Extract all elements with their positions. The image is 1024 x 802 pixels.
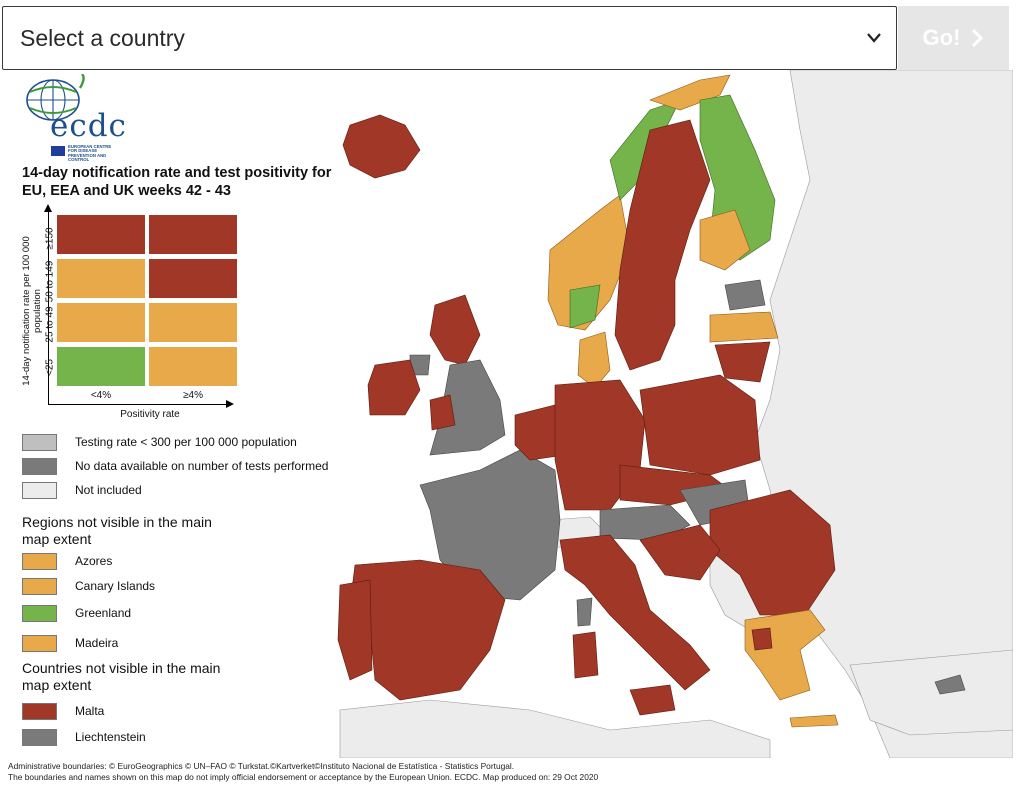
- legend-item-no-data: No data available on number of tests per…: [22, 457, 328, 475]
- legend-item-label: No data available on number of tests per…: [75, 459, 329, 473]
- legend-swatch: [22, 433, 57, 451]
- legend-swatch: [22, 634, 57, 652]
- legend-swatch: [22, 552, 57, 570]
- row-label: <25: [44, 359, 56, 376]
- legend-item-label: Canary Islands: [75, 579, 156, 593]
- legend-swatch: [22, 481, 57, 499]
- column-label: ≥4%: [183, 390, 203, 401]
- map-credits: Administrative boundaries: © EuroGeograp…: [8, 761, 1008, 782]
- map-area-croatia-slovenia: [639, 524, 721, 581]
- map-area-ireland: [367, 359, 421, 416]
- map-area-corsica: [576, 597, 593, 627]
- legend-swatch: [22, 604, 57, 622]
- country-select-placeholder: Select a country: [20, 24, 185, 51]
- eu-flag-icon: [51, 146, 65, 156]
- credits-line: Administrative boundaries: © EuroGeograp…: [8, 761, 515, 771]
- legend-item-region: Azores: [22, 552, 112, 570]
- go-button[interactable]: Go!: [898, 6, 1009, 70]
- map-area-uk-scotland: [429, 294, 481, 366]
- map-area-crete: [789, 714, 839, 728]
- legend-item-label: Testing rate < 300 per 100 000 populatio…: [75, 435, 297, 449]
- map-frame: ecdc EUROPEAN CENTRE FOR DISEASE PREVENT…: [10, 70, 1013, 758]
- logo-wordmark: ecdc: [50, 108, 127, 144]
- map-area-latvia: [709, 311, 779, 343]
- legend-item-label: Madeira: [75, 636, 119, 650]
- legend-item-label: Azores: [75, 554, 113, 568]
- map-area-italy: [559, 534, 711, 691]
- legend-swatch: [22, 728, 57, 746]
- map-area-benelux: [514, 404, 566, 461]
- map-area-estonia: [724, 279, 766, 311]
- legend-item-not-included: Not included: [22, 481, 142, 499]
- map-area-greece: [744, 609, 826, 701]
- chevron-down-icon: [867, 33, 881, 43]
- credits-line: The boundaries and names shown on this m…: [8, 771, 599, 782]
- map-area-sicily: [629, 684, 676, 716]
- map-area-norway-tip: [649, 74, 731, 111]
- map-area-france: [419, 449, 561, 601]
- y-axis-arrow: [44, 204, 52, 212]
- country-select[interactable]: Select a country: [2, 6, 897, 70]
- map-area-norway-south: [547, 194, 631, 331]
- x-axis-label: Positivity rate: [120, 409, 180, 420]
- map-area-portugal: [337, 579, 373, 681]
- legend-item-label: Malta: [75, 704, 105, 718]
- x-axis-line: [48, 404, 228, 405]
- legend-title: 14-day notification rate and test positi…: [22, 165, 332, 199]
- regions-section-title: Regions not visible in the main map exte…: [22, 514, 212, 547]
- map-legend: ecdc EUROPEAN CENTRE FOR DISEASE PREVENT…: [10, 70, 340, 758]
- legend-swatch: [22, 457, 57, 475]
- map-area-finland-orange: [699, 209, 751, 271]
- matrix-cell: [148, 214, 238, 255]
- chevron-right-icon: [972, 28, 984, 48]
- legend-item-label: Greenland: [75, 606, 132, 620]
- map-area-not-included-turkey: [849, 649, 1013, 736]
- matrix-cell: [56, 214, 146, 255]
- column-label: <4%: [90, 390, 112, 401]
- x-axis-arrow: [226, 400, 234, 408]
- legend-matrix: [56, 214, 242, 390]
- globe-icon: [26, 74, 85, 121]
- matrix-cell: [148, 346, 238, 387]
- map-area-greece-north-red: [751, 627, 773, 651]
- y-axis-label: 14-day notification rate per 100 000 pop…: [21, 236, 43, 386]
- legend-swatch: [22, 577, 57, 595]
- matrix-cell: [56, 302, 146, 343]
- matrix-cell: [148, 302, 238, 343]
- legend-item-label: Liechtenstein: [75, 730, 146, 744]
- map-area-uk-wales: [429, 394, 456, 431]
- map-area-denmark: [577, 331, 611, 389]
- matrix-cell: [148, 258, 238, 299]
- legend-item-testing-rate: Testing rate < 300 per 100 000 populatio…: [22, 433, 297, 451]
- legend-item-label: Not included: [75, 483, 142, 497]
- legend-swatch: [22, 702, 57, 720]
- legend-item-region: Canary Islands: [22, 577, 155, 595]
- matrix-cell: [56, 346, 146, 387]
- y-axis-line: [48, 210, 49, 404]
- matrix-cell: [56, 258, 146, 299]
- map-area-sweden: [614, 119, 711, 371]
- map-area-cyprus: [934, 674, 966, 695]
- map-area-sardinia: [572, 631, 599, 679]
- map-area-iceland: [342, 114, 421, 179]
- logo-subtitle: EUROPEAN CENTRE FOR DISEASE PREVENTION A…: [68, 144, 112, 163]
- map-area-spain: [349, 559, 506, 701]
- map-area-poland: [639, 374, 761, 476]
- map-area-lithuania: [714, 341, 771, 383]
- legend-item-country: Liechtenstein: [22, 728, 146, 746]
- go-button-label: Go!: [922, 25, 961, 50]
- map-area-not-included-north-africa: [339, 699, 771, 758]
- ecdc-logo: ecdc EUROPEAN CENTRE FOR DISEASE PREVENT…: [20, 74, 130, 163]
- legend-item-region: Greenland: [22, 604, 131, 622]
- countries-section-title: Countries not visible in the main map ex…: [22, 660, 221, 693]
- legend-item-country: Malta: [22, 702, 104, 720]
- map-area-norway-green-south: [569, 284, 601, 329]
- legend-item-region: Madeira: [22, 634, 118, 652]
- europe-map: [337, 70, 1013, 758]
